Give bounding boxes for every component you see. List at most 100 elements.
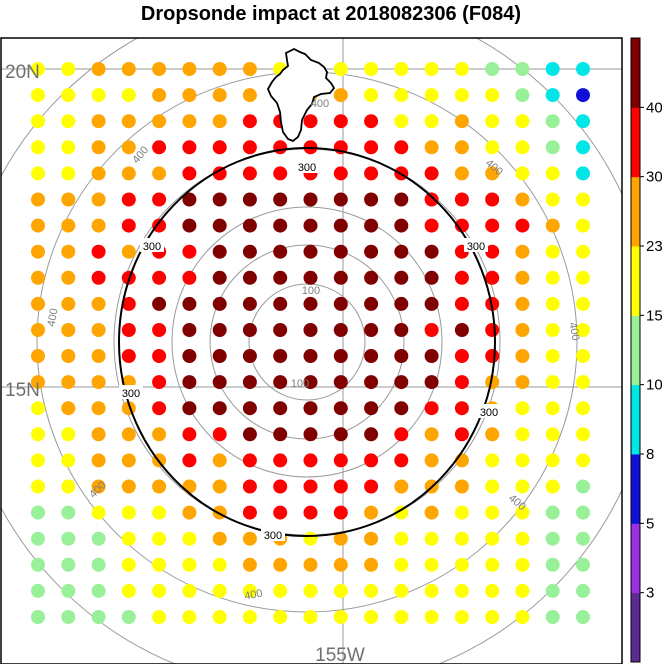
dropsonde-point	[31, 140, 45, 155]
dropsonde-point	[212, 114, 227, 129]
dropsonde-point	[182, 531, 197, 546]
dropsonde-point	[31, 453, 45, 468]
dropsonde-point	[394, 192, 409, 207]
dropsonde-point	[424, 531, 439, 546]
colorbar-segment	[631, 176, 640, 247]
dropsonde-point	[485, 349, 500, 363]
lat-label-15n: 15N	[5, 380, 40, 401]
colorbar-segment	[631, 107, 640, 178]
dropsonde-point	[333, 557, 348, 572]
dropsonde-point	[121, 453, 136, 468]
dropsonde-point	[454, 270, 469, 285]
dropsonde-point	[182, 244, 197, 259]
dropsonde-point	[394, 427, 409, 442]
dropsonde-point	[576, 531, 590, 546]
dropsonde-point	[485, 270, 500, 285]
dropsonde-point	[31, 296, 45, 311]
dropsonde-point	[576, 218, 590, 233]
contour-label-bg	[261, 527, 285, 541]
dropsonde-point	[152, 427, 167, 442]
dropsonde-point	[31, 244, 45, 259]
dropsonde-point	[212, 453, 227, 468]
dropsonde-point	[61, 531, 76, 546]
dropsonde-point	[31, 531, 45, 546]
dropsonde-point	[576, 479, 590, 494]
dropsonde-point	[152, 479, 167, 494]
dropsonde-point	[61, 453, 76, 468]
contour-label: 300	[264, 530, 282, 542]
dropsonde-point	[576, 401, 590, 416]
dropsonde-point	[364, 557, 379, 572]
dropsonde-point	[303, 479, 318, 494]
dropsonde-point	[61, 62, 76, 76]
dropsonde-point	[152, 62, 167, 76]
dropsonde-point	[121, 244, 136, 259]
dropsonde-point	[31, 583, 45, 598]
dropsonde-point	[212, 610, 227, 624]
dropsonde-point	[273, 349, 288, 363]
dropsonde-point	[121, 427, 136, 442]
dropsonde-point	[424, 375, 439, 390]
dropsonde-point	[545, 192, 560, 207]
dropsonde-point	[364, 531, 379, 546]
dropsonde-point	[454, 114, 469, 129]
dropsonde-point	[485, 479, 500, 494]
dropsonde-point	[545, 62, 560, 76]
dropsonde-point	[212, 140, 227, 155]
dropsonde-point	[91, 427, 106, 442]
dropsonde-point	[182, 192, 197, 207]
dropsonde-point	[545, 349, 560, 363]
dropsonde-point	[31, 427, 45, 442]
dropsonde-point	[576, 296, 590, 311]
dropsonde-point	[273, 270, 288, 285]
dropsonde-point	[61, 296, 76, 311]
dropsonde-point	[242, 62, 257, 76]
dropsonde-point	[61, 114, 76, 129]
dropsonde-point	[424, 296, 439, 311]
big-island-coastline	[266, 47, 336, 143]
dropsonde-point	[91, 557, 106, 572]
dropsonde-point	[333, 375, 348, 390]
dropsonde-point	[212, 557, 227, 572]
dropsonde-point	[515, 218, 530, 233]
dropsonde-point	[394, 557, 409, 572]
colorbar-frame	[630, 37, 641, 663]
dropsonde-point	[152, 88, 167, 103]
dropsonde-point	[424, 218, 439, 233]
dropsonde-point	[273, 140, 288, 155]
plot-frame	[0, 37, 623, 664]
dropsonde-point	[121, 610, 136, 624]
dropsonde-point	[394, 296, 409, 311]
dropsonde-point	[242, 375, 257, 390]
dropsonde-point	[545, 610, 560, 624]
dropsonde-point	[242, 505, 257, 520]
dropsonde-point	[333, 583, 348, 598]
dropsonde-point	[515, 505, 530, 520]
dropsonde-point	[576, 114, 590, 129]
dropsonde-point	[333, 427, 348, 442]
dropsonde-point	[273, 218, 288, 233]
dropsonde-point	[394, 531, 409, 546]
dropsonde-point	[515, 192, 530, 207]
dropsonde-point	[545, 166, 560, 181]
dropsonde-point	[333, 114, 348, 129]
dropsonde-point	[152, 401, 167, 416]
dropsonde-point	[31, 88, 45, 103]
dropsonde-point	[273, 375, 288, 390]
dropsonde-point	[182, 349, 197, 363]
dropsonde-point	[454, 349, 469, 363]
dropsonde-point	[364, 583, 379, 598]
dropsonde-point	[303, 296, 318, 311]
dropsonde-point	[515, 323, 530, 337]
contour-label: 300	[467, 241, 485, 253]
dropsonde-point	[121, 218, 136, 233]
colorbar-tick-label: 23	[646, 238, 662, 255]
colorbar-segment	[631, 38, 640, 108]
contour-label: 300	[480, 407, 498, 419]
dropsonde-point	[121, 479, 136, 494]
dropsonde-point	[31, 349, 45, 363]
dropsonde-point	[212, 583, 227, 598]
contour-label-bg	[477, 404, 501, 418]
dropsonde-point	[545, 505, 560, 520]
dropsonde-point	[273, 557, 288, 572]
